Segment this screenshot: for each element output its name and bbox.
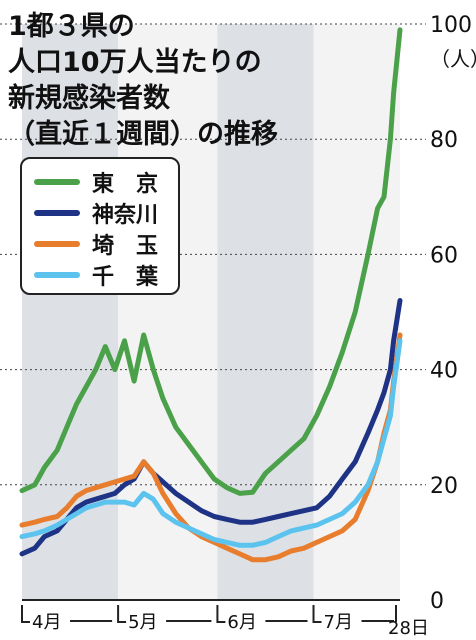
series-line-1: [19, 27, 403, 496]
y-tick-label-100: 100: [430, 13, 472, 38]
legend-item-chiba: 千 葉: [34, 260, 158, 290]
month-band-3: [217, 24, 314, 600]
legend-swatch-kanagawa: [34, 210, 80, 216]
x-tick-label-3: 6月: [227, 612, 256, 633]
x-tick-label-1: 4月: [32, 612, 61, 633]
x-tick-bracket-3: [216, 605, 226, 623]
chart-title-line-2: 人口10万人当たりの: [8, 47, 262, 78]
x-tick-bracket-2: [117, 605, 127, 623]
x-tick-label-2: 5月: [128, 612, 157, 633]
legend-swatch-tokyo: [34, 179, 80, 185]
legend-label-chiba: 千 葉: [92, 265, 159, 290]
chart-title-line-1: 1都３県の: [8, 11, 135, 42]
x-tick-bracket-1: [21, 605, 30, 623]
y-tick-label-80: 80: [430, 128, 458, 153]
y-unit-label: （人）: [430, 47, 476, 71]
legend-label-kanagawa: 神奈川: [92, 203, 159, 228]
y-tick-label-0: 0: [430, 589, 444, 614]
legend-label-saitama: 埼 玉: [92, 234, 159, 259]
x-tick-label-end: 28日: [388, 618, 429, 639]
legend-label-tokyo: 東 京: [92, 172, 159, 197]
series-line-4: [19, 338, 403, 548]
series-line-2: [19, 298, 403, 557]
chart-legend: 東 京 神奈川 埼 玉 千 葉: [20, 157, 180, 295]
y-tick-label-60: 60: [430, 243, 458, 268]
y-tick-label-40: 40: [430, 359, 458, 384]
legend-item-kanagawa: 神奈川: [34, 198, 158, 228]
chart-title-line-3: 新規感染者数: [8, 83, 170, 114]
chart-title-line-4: （直近１週間）の推移: [8, 119, 278, 150]
x-tick-label-4: 7月: [324, 612, 353, 633]
legend-item-tokyo: 東 京: [34, 167, 158, 197]
x-tick-bracket-4: [312, 605, 322, 623]
legend-item-saitama: 埼 玉: [34, 229, 158, 259]
legend-swatch-saitama: [34, 241, 80, 247]
legend-swatch-chiba: [34, 272, 80, 278]
y-tick-label-20: 20: [430, 474, 458, 499]
series-line-3: [19, 332, 403, 563]
